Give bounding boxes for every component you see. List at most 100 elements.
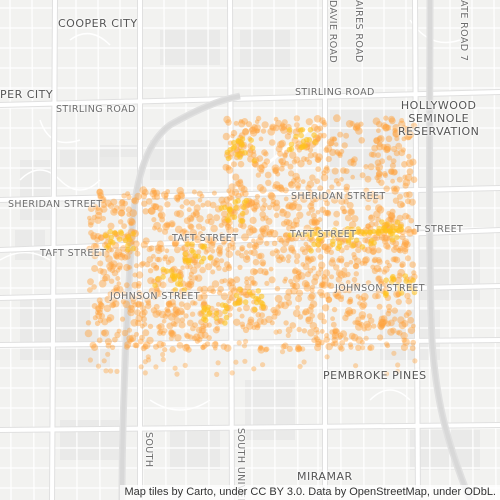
density-point-hot — [319, 231, 325, 237]
density-point — [141, 309, 148, 316]
density-point — [329, 136, 335, 142]
density-point — [176, 307, 185, 316]
density-point — [157, 212, 164, 218]
density-point — [166, 322, 174, 330]
density-point — [361, 193, 368, 199]
density-point — [165, 189, 171, 194]
density-point — [190, 232, 198, 240]
density-point — [367, 163, 375, 171]
density-point-hot — [286, 146, 293, 153]
density-point — [375, 204, 383, 212]
density-point — [216, 244, 224, 251]
density-point — [112, 208, 118, 214]
density-point — [140, 323, 145, 329]
density-point — [353, 257, 362, 265]
density-point-hot — [242, 150, 248, 156]
density-point — [362, 261, 368, 266]
density-point — [154, 289, 163, 297]
density-point — [355, 246, 362, 254]
density-point — [279, 349, 286, 355]
density-point — [397, 193, 403, 200]
density-point — [177, 292, 185, 299]
density-point — [321, 243, 328, 251]
density-point — [351, 276, 358, 283]
density-point — [156, 205, 164, 212]
density-point — [227, 290, 234, 297]
density-point — [252, 198, 260, 206]
density-point — [153, 303, 160, 310]
density-point — [399, 234, 406, 241]
density-point — [146, 246, 153, 253]
density-point — [99, 197, 106, 204]
density-point — [285, 332, 291, 338]
density-point — [376, 206, 385, 214]
density-point — [136, 280, 142, 287]
density-point — [127, 217, 135, 225]
density-point — [308, 206, 315, 213]
density-point — [207, 238, 214, 244]
density-point — [180, 310, 185, 316]
density-point — [283, 276, 289, 282]
density-point — [237, 264, 243, 270]
density-point — [134, 331, 139, 337]
density-point — [360, 292, 369, 301]
density-point — [405, 159, 414, 168]
density-point — [320, 282, 326, 288]
density-point — [210, 259, 218, 267]
density-point — [88, 230, 94, 236]
density-point — [365, 223, 371, 229]
density-point — [118, 204, 126, 212]
density-point-hot — [241, 204, 247, 211]
density-point — [214, 371, 220, 377]
density-point — [242, 128, 249, 135]
density-point — [309, 174, 316, 181]
density-point — [149, 189, 157, 198]
density-point — [275, 249, 281, 255]
density-point — [289, 322, 297, 329]
density-point — [276, 235, 284, 243]
density-point — [252, 202, 261, 210]
density-point — [394, 276, 402, 284]
density-point — [401, 242, 408, 250]
density-point — [213, 340, 219, 346]
density-point — [393, 244, 399, 251]
density-point — [329, 329, 335, 335]
density-point — [348, 208, 355, 215]
density-point — [130, 299, 136, 305]
density-point — [154, 265, 160, 270]
density-point — [392, 256, 399, 263]
density-point — [259, 259, 267, 266]
density-point — [153, 343, 159, 350]
density-point-hot — [125, 242, 131, 249]
density-point — [97, 300, 103, 306]
density-point — [401, 240, 409, 247]
density-point — [382, 265, 390, 273]
density-point — [307, 329, 315, 337]
density-point-hot — [391, 276, 397, 283]
label-johnson-street-east: JOHNSON STREET — [335, 283, 426, 294]
density-point — [380, 315, 388, 322]
density-point — [128, 304, 134, 310]
density-point — [221, 210, 228, 218]
density-point — [307, 147, 314, 153]
density-point — [268, 192, 276, 201]
density-point — [276, 184, 284, 192]
density-point — [129, 334, 137, 342]
density-point-hot — [337, 240, 343, 246]
density-point — [113, 284, 120, 292]
density-point — [201, 299, 208, 306]
density-point — [345, 191, 351, 197]
density-point — [348, 342, 353, 348]
density-point — [402, 248, 409, 255]
density-point — [85, 320, 92, 326]
turnpike — [120, 94, 241, 500]
density-point — [200, 344, 206, 350]
density-point — [146, 357, 152, 363]
density-point — [375, 275, 383, 283]
density-point — [206, 213, 214, 221]
density-point — [115, 276, 121, 281]
density-point — [383, 242, 391, 250]
density-point — [197, 331, 205, 340]
density-point — [250, 203, 258, 212]
